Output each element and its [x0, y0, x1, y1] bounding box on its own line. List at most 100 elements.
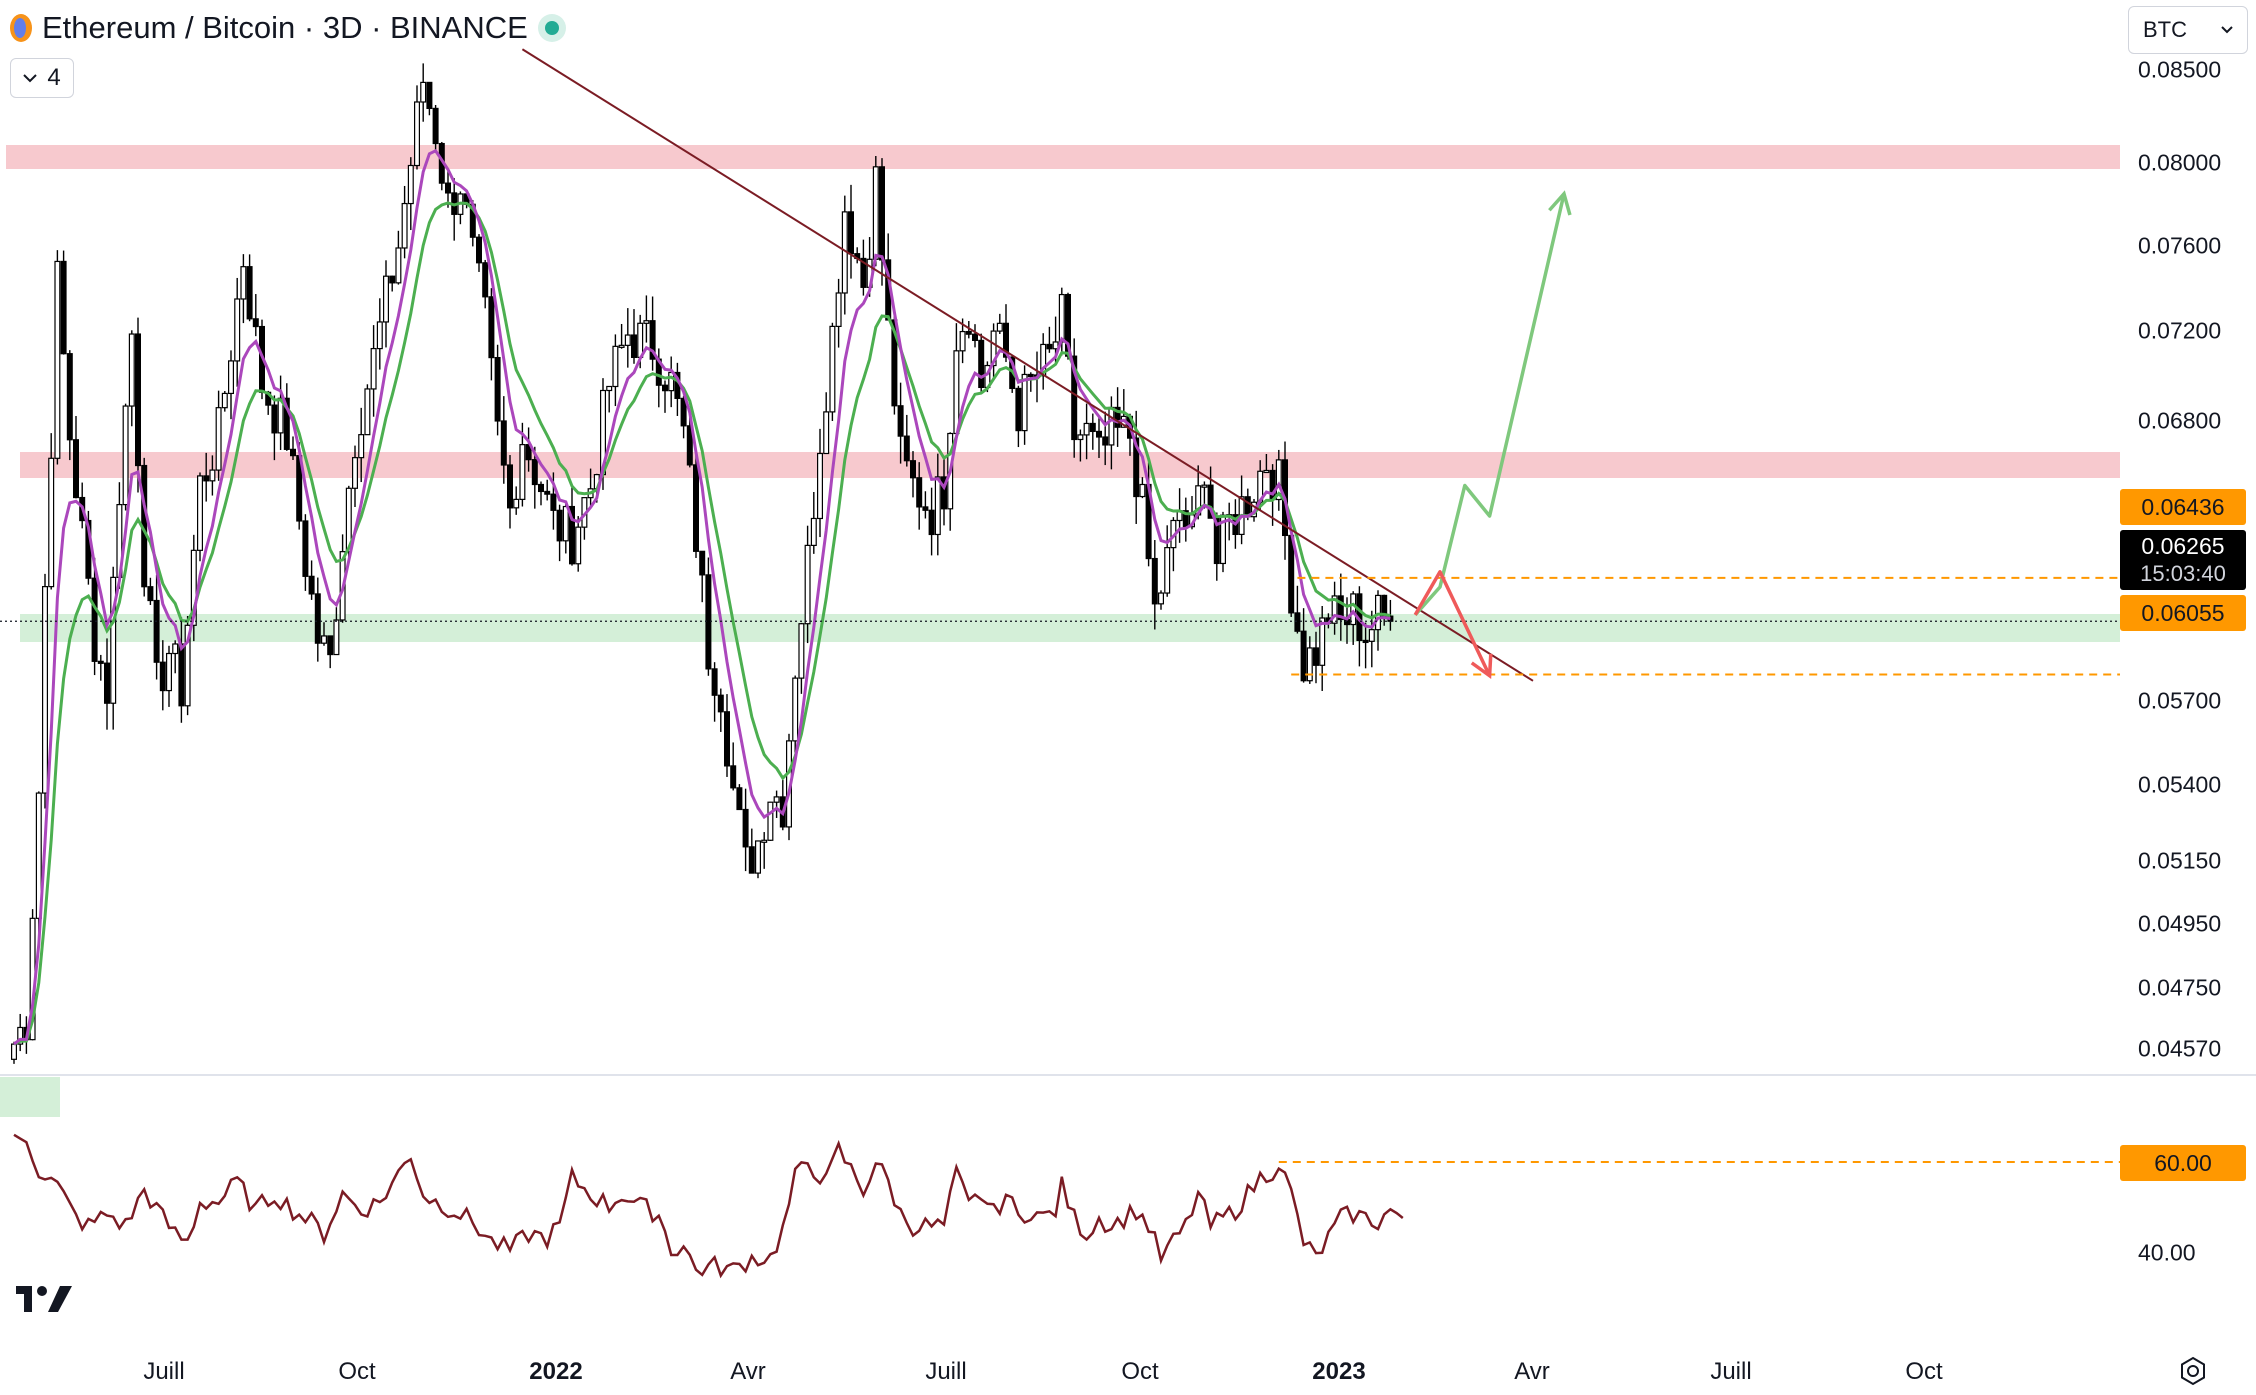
candle-body [730, 765, 737, 789]
candle-body [909, 460, 916, 479]
candle-body [661, 384, 668, 392]
candle-body [321, 635, 328, 644]
candle-body [847, 211, 854, 255]
time-label: Oct [1905, 1358, 1943, 1385]
candle-body [1331, 595, 1338, 624]
candle-body [537, 483, 544, 493]
gear-icon[interactable] [2178, 1356, 2208, 1386]
candle-body [612, 345, 619, 388]
candle-body [1164, 547, 1171, 594]
candle-body [48, 457, 55, 588]
candle-body [897, 405, 904, 437]
candle-body [792, 677, 799, 742]
candle-body [624, 334, 631, 346]
candle-body [767, 801, 774, 841]
indicators-toggle-button[interactable]: 4 [10, 58, 74, 98]
candle-body [705, 574, 712, 670]
candle-body [60, 260, 67, 355]
rsi-overbought-fill [0, 1077, 60, 1117]
descending-trendline[interactable] [521, 48, 1534, 682]
candle-body [228, 360, 235, 395]
bearish-arrow-head [1470, 653, 1493, 680]
candle-body [1368, 629, 1375, 642]
candle-body [190, 549, 197, 626]
candle-body [773, 796, 780, 803]
candle-body [1027, 373, 1034, 378]
candle-body [953, 350, 960, 435]
candle-body [1337, 595, 1344, 621]
support-zone [20, 614, 2120, 642]
candle-body [401, 202, 408, 249]
candle-body [1207, 484, 1214, 519]
candle-body [630, 334, 637, 359]
time-label-year: 2023 [1312, 1358, 1366, 1385]
candle-body [736, 787, 743, 811]
resistance-zone-upper [6, 145, 2120, 169]
candle-body [668, 371, 675, 392]
candle-body [178, 643, 185, 707]
candle-body [1071, 355, 1078, 441]
price-tick: 0.07600 [2138, 232, 2222, 259]
candle-body [1095, 430, 1102, 438]
candle-body [711, 668, 718, 696]
candle-body [959, 330, 966, 352]
currency-select[interactable]: BTC [2128, 6, 2248, 54]
candle-body [1201, 484, 1208, 488]
candle-body [246, 266, 253, 320]
candle-body [1114, 406, 1121, 428]
candle-body [414, 101, 421, 167]
candle-body [1294, 612, 1301, 632]
bullish-projection-arrow[interactable] [1413, 193, 1566, 617]
price-tick: 0.05150 [2138, 847, 2222, 874]
bar-countdown: 15:03:40 [2140, 561, 2226, 586]
candle-body [1275, 459, 1282, 501]
candle-body [649, 320, 656, 360]
time-label: Juill [1710, 1358, 1752, 1385]
candle-body [11, 1043, 18, 1060]
tradingview-logo-icon[interactable] [14, 1282, 76, 1318]
bearish-projection-arrow[interactable] [1413, 570, 1492, 677]
price-tick: 0.08000 [2138, 149, 2222, 176]
candle-body [383, 275, 390, 323]
candle-body [637, 322, 644, 359]
candle-body [352, 457, 359, 489]
candle-body [445, 182, 452, 194]
bullish-arrow-head [1548, 190, 1572, 216]
rsi-pane[interactable] [0, 1077, 2120, 1279]
last-price-badge[interactable]: 0.06265 15:03:40 [2120, 530, 2246, 590]
candle-body [271, 404, 278, 434]
market-status-icon[interactable] [537, 14, 566, 42]
candle-body [692, 464, 699, 552]
candle-body [1374, 594, 1381, 631]
candle-body [990, 330, 997, 367]
candle-body [172, 643, 179, 655]
price-tick: 0.04950 [2138, 910, 2222, 937]
candle-body [1157, 592, 1164, 605]
chevron-down-icon [23, 74, 38, 83]
candle-body [1077, 434, 1084, 441]
candle-body [544, 490, 551, 495]
lower-level-badge[interactable]: 0.06055 [2120, 595, 2246, 631]
candle-body [823, 411, 830, 455]
candle-body [215, 407, 222, 471]
price-tick: 0.06800 [2138, 407, 2222, 434]
candle-body [420, 81, 427, 103]
candle-body [17, 1026, 24, 1045]
rsi-level-badge[interactable]: 60.00 [2120, 1145, 2246, 1181]
candle-body [122, 405, 129, 506]
main-pane[interactable] [0, 48, 2120, 1064]
candle-body [810, 517, 817, 546]
candle-body [1089, 422, 1096, 433]
candle-body [940, 476, 947, 510]
candle-body [500, 420, 507, 466]
upper-level-badge[interactable]: 0.06436 [2120, 489, 2246, 525]
candle-body [97, 660, 104, 664]
candle-body [1058, 293, 1065, 343]
candle-body [680, 397, 687, 427]
symbol-header[interactable]: Ethereum / Bitcoin · 3D · BINANCE [10, 6, 566, 50]
candle-body [748, 846, 755, 874]
candle-body [1108, 406, 1115, 446]
candle-body [928, 509, 935, 536]
symbol-title[interactable]: Ethereum / Bitcoin · 3D · BINANCE [42, 10, 528, 45]
